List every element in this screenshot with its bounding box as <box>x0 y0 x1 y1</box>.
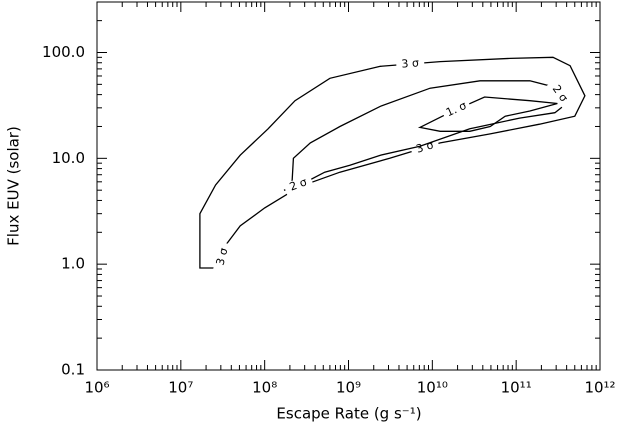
contour-label-bg <box>213 241 232 272</box>
y-tick-label: 100.0 <box>42 43 85 61</box>
x-tick-label: 10¹¹ <box>501 379 532 397</box>
contour-line <box>283 80 568 191</box>
x-tick-label: 10¹² <box>584 379 615 397</box>
contour-label: 2 σ <box>288 175 309 193</box>
contour-label: 3 σ <box>401 56 419 70</box>
x-tick-label: 10⁸ <box>252 379 277 397</box>
contour-label-group: 2 σ <box>283 174 314 196</box>
contour-label-group: 3 σ <box>213 241 232 272</box>
x-tick-label: 10⁶ <box>84 379 109 397</box>
plot-frame <box>96 1 601 371</box>
contour-label-bg <box>409 137 441 158</box>
contour-label-bg <box>546 78 573 109</box>
y-tick-label: 0.1 <box>61 361 85 379</box>
x-tick-label: 10¹⁰ <box>417 379 448 397</box>
y-tick-label: 1.0 <box>61 255 85 273</box>
contour-label-group: 2 σ <box>546 78 573 109</box>
contour-label-bg <box>283 174 314 196</box>
contour-label: 3 σ <box>214 247 231 267</box>
contour-label-bg <box>441 98 472 121</box>
x-tick-label: 10⁷ <box>168 379 193 397</box>
x-tick-label: 10⁹ <box>336 379 361 397</box>
contour-line <box>199 56 586 269</box>
contour-label-bg <box>395 56 425 72</box>
y-tick-label: 10.0 <box>52 149 85 167</box>
x-axis-label: Escape Rate (g s⁻¹) <box>276 405 421 423</box>
contour-label-group: 3 σ <box>395 56 425 72</box>
y-axis-label: Flux EUV (solar) <box>5 126 23 246</box>
contour-line <box>417 96 558 132</box>
contour-label-group: 1. σ <box>441 98 472 121</box>
